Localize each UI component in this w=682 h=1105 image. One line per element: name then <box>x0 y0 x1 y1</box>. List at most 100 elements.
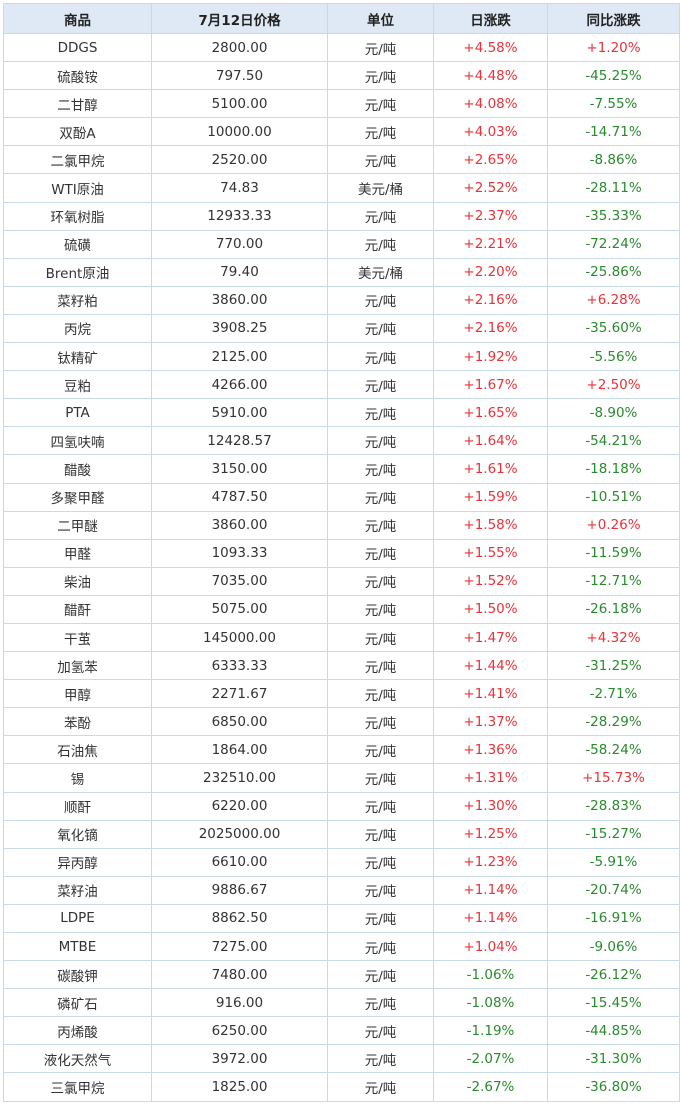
table-row: 醋酸 3150.00 元/吨 +1.61% -18.18% <box>3 454 680 484</box>
price-cell: 145000.00 <box>151 622 328 653</box>
yoy-change-cell: -44.85% <box>547 1016 680 1046</box>
unit-cell: 元/吨 <box>327 426 434 456</box>
daily-change-cell: +2.21% <box>433 229 548 259</box>
yoy-change-cell: -36.80% <box>547 1072 680 1102</box>
commodity-name-cell: 锡 <box>3 763 152 793</box>
unit-cell: 元/吨 <box>327 229 434 259</box>
yoy-change-cell: -54.21% <box>547 426 680 456</box>
price-cell: 1825.00 <box>151 1072 328 1102</box>
header-commodity: 商品 <box>3 3 152 34</box>
unit-cell: 元/吨 <box>327 903 434 934</box>
unit-cell: 元/吨 <box>327 398 434 428</box>
table-row: 环氧树脂 12933.33 元/吨 +2.37% -35.33% <box>3 201 680 231</box>
price-cell: 770.00 <box>151 229 328 259</box>
table-row: 碳酸钾 7480.00 元/吨 -1.06% -26.12% <box>3 960 680 990</box>
table-row: 硫酸铵 797.50 元/吨 +4.48% -45.25% <box>3 61 680 91</box>
daily-change-cell: +1.44% <box>433 651 548 681</box>
unit-cell: 元/吨 <box>327 482 434 512</box>
commodity-name-cell: 甲醛 <box>3 538 152 568</box>
yoy-change-cell: -16.91% <box>547 903 680 934</box>
daily-change-cell: +2.16% <box>433 313 548 344</box>
yoy-change-cell: -35.60% <box>547 313 680 344</box>
price-cell: 12428.57 <box>151 426 328 456</box>
daily-change-cell: +2.52% <box>433 173 548 203</box>
table-row: 磷矿石 916.00 元/吨 -1.08% -15.45% <box>3 988 680 1018</box>
yoy-change-cell: -58.24% <box>547 735 680 765</box>
daily-change-cell: +2.16% <box>433 285 548 315</box>
commodity-name-cell: 醋酸 <box>3 454 152 484</box>
table-row: 二甲醚 3860.00 元/吨 +1.58% +0.26% <box>3 510 680 540</box>
commodity-name-cell: DDGS <box>3 32 152 63</box>
price-cell: 6333.33 <box>151 651 328 681</box>
price-cell: 5075.00 <box>151 594 328 624</box>
yoy-change-cell: -31.30% <box>547 1044 680 1074</box>
yoy-change-cell: -28.11% <box>547 173 680 203</box>
header-price: 7月12日价格 <box>151 3 328 34</box>
daily-change-cell: +1.25% <box>433 819 548 849</box>
unit-cell: 元/吨 <box>327 819 434 849</box>
commodity-name-cell: 醋酐 <box>3 594 152 624</box>
table-row: 菜籽油 9886.67 元/吨 +1.14% -20.74% <box>3 875 680 905</box>
table-row: 钛精矿 2125.00 元/吨 +1.92% -5.56% <box>3 342 680 372</box>
commodity-name-cell: 液化天然气 <box>3 1044 152 1074</box>
table-header: 商品 7月12日价格 单位 日涨跌 同比涨跌 <box>3 3 680 34</box>
unit-cell: 元/吨 <box>327 566 434 596</box>
unit-cell: 元/吨 <box>327 32 434 63</box>
header-daily-change: 日涨跌 <box>433 3 548 34</box>
unit-cell: 元/吨 <box>327 988 434 1018</box>
price-cell: 2520.00 <box>151 145 328 175</box>
table-row: 柴油 7035.00 元/吨 +1.52% -12.71% <box>3 566 680 596</box>
yoy-change-cell: -11.59% <box>547 538 680 568</box>
table-row: 硫磺 770.00 元/吨 +2.21% -72.24% <box>3 229 680 259</box>
unit-cell: 元/吨 <box>327 342 434 372</box>
table-row: 多聚甲醛 4787.50 元/吨 +1.59% -10.51% <box>3 482 680 512</box>
yoy-change-cell: +6.28% <box>547 285 680 315</box>
unit-cell: 元/吨 <box>327 707 434 737</box>
unit-cell: 元/吨 <box>327 622 434 653</box>
table-row: 丙烯酸 6250.00 元/吨 -1.19% -44.85% <box>3 1016 680 1046</box>
yoy-change-cell: -7.55% <box>547 89 680 119</box>
daily-change-cell: +4.48% <box>433 61 548 91</box>
yoy-change-cell: -28.29% <box>547 707 680 737</box>
price-cell: 1093.33 <box>151 538 328 568</box>
unit-cell: 元/吨 <box>327 651 434 681</box>
yoy-change-cell: -31.25% <box>547 651 680 681</box>
table-row: 醋酐 5075.00 元/吨 +1.50% -26.18% <box>3 594 680 624</box>
daily-change-cell: +1.14% <box>433 875 548 905</box>
daily-change-cell: +2.37% <box>433 201 548 231</box>
unit-cell: 元/吨 <box>327 370 434 400</box>
unit-cell: 元/吨 <box>327 313 434 344</box>
daily-change-cell: +1.41% <box>433 679 548 709</box>
unit-cell: 元/吨 <box>327 454 434 484</box>
commodity-price-table: 商品 7月12日价格 单位 日涨跌 同比涨跌 DDGS 2800.00 元/吨 +4.… <box>3 3 680 1102</box>
price-cell: 3972.00 <box>151 1044 328 1074</box>
commodity-name-cell: 氧化镝 <box>3 819 152 849</box>
table-row: 豆粕 4266.00 元/吨 +1.67% +2.50% <box>3 370 680 400</box>
price-cell: 2271.67 <box>151 679 328 709</box>
daily-change-cell: +1.04% <box>433 931 548 962</box>
daily-change-cell: +1.92% <box>433 342 548 372</box>
unit-cell: 元/吨 <box>327 1072 434 1102</box>
table-row: PTA 5910.00 元/吨 +1.65% -8.90% <box>3 398 680 428</box>
price-cell: 797.50 <box>151 61 328 91</box>
price-cell: 1864.00 <box>151 735 328 765</box>
unit-cell: 元/吨 <box>327 201 434 231</box>
price-cell: 6250.00 <box>151 1016 328 1046</box>
unit-cell: 元/吨 <box>327 847 434 877</box>
yoy-change-cell: -35.33% <box>547 201 680 231</box>
price-cell: 7275.00 <box>151 931 328 962</box>
table-row: 甲醛 1093.33 元/吨 +1.55% -11.59% <box>3 538 680 568</box>
commodity-name-cell: 多聚甲醛 <box>3 482 152 512</box>
yoy-change-cell: -45.25% <box>547 61 680 91</box>
yoy-change-cell: +1.20% <box>547 32 680 63</box>
table-row: 氧化镝 2025000.00 元/吨 +1.25% -15.27% <box>3 819 680 849</box>
header-yoy-change: 同比涨跌 <box>547 3 680 34</box>
daily-change-cell: +1.59% <box>433 482 548 512</box>
table-row: LDPE 8862.50 元/吨 +1.14% -16.91% <box>3 903 680 934</box>
yoy-change-cell: -26.12% <box>547 960 680 990</box>
unit-cell: 美元/桶 <box>327 257 434 287</box>
commodity-name-cell: 顺酐 <box>3 791 152 821</box>
yoy-change-cell: -8.86% <box>547 145 680 175</box>
commodity-name-cell: 碳酸钾 <box>3 960 152 990</box>
unit-cell: 元/吨 <box>327 117 434 147</box>
